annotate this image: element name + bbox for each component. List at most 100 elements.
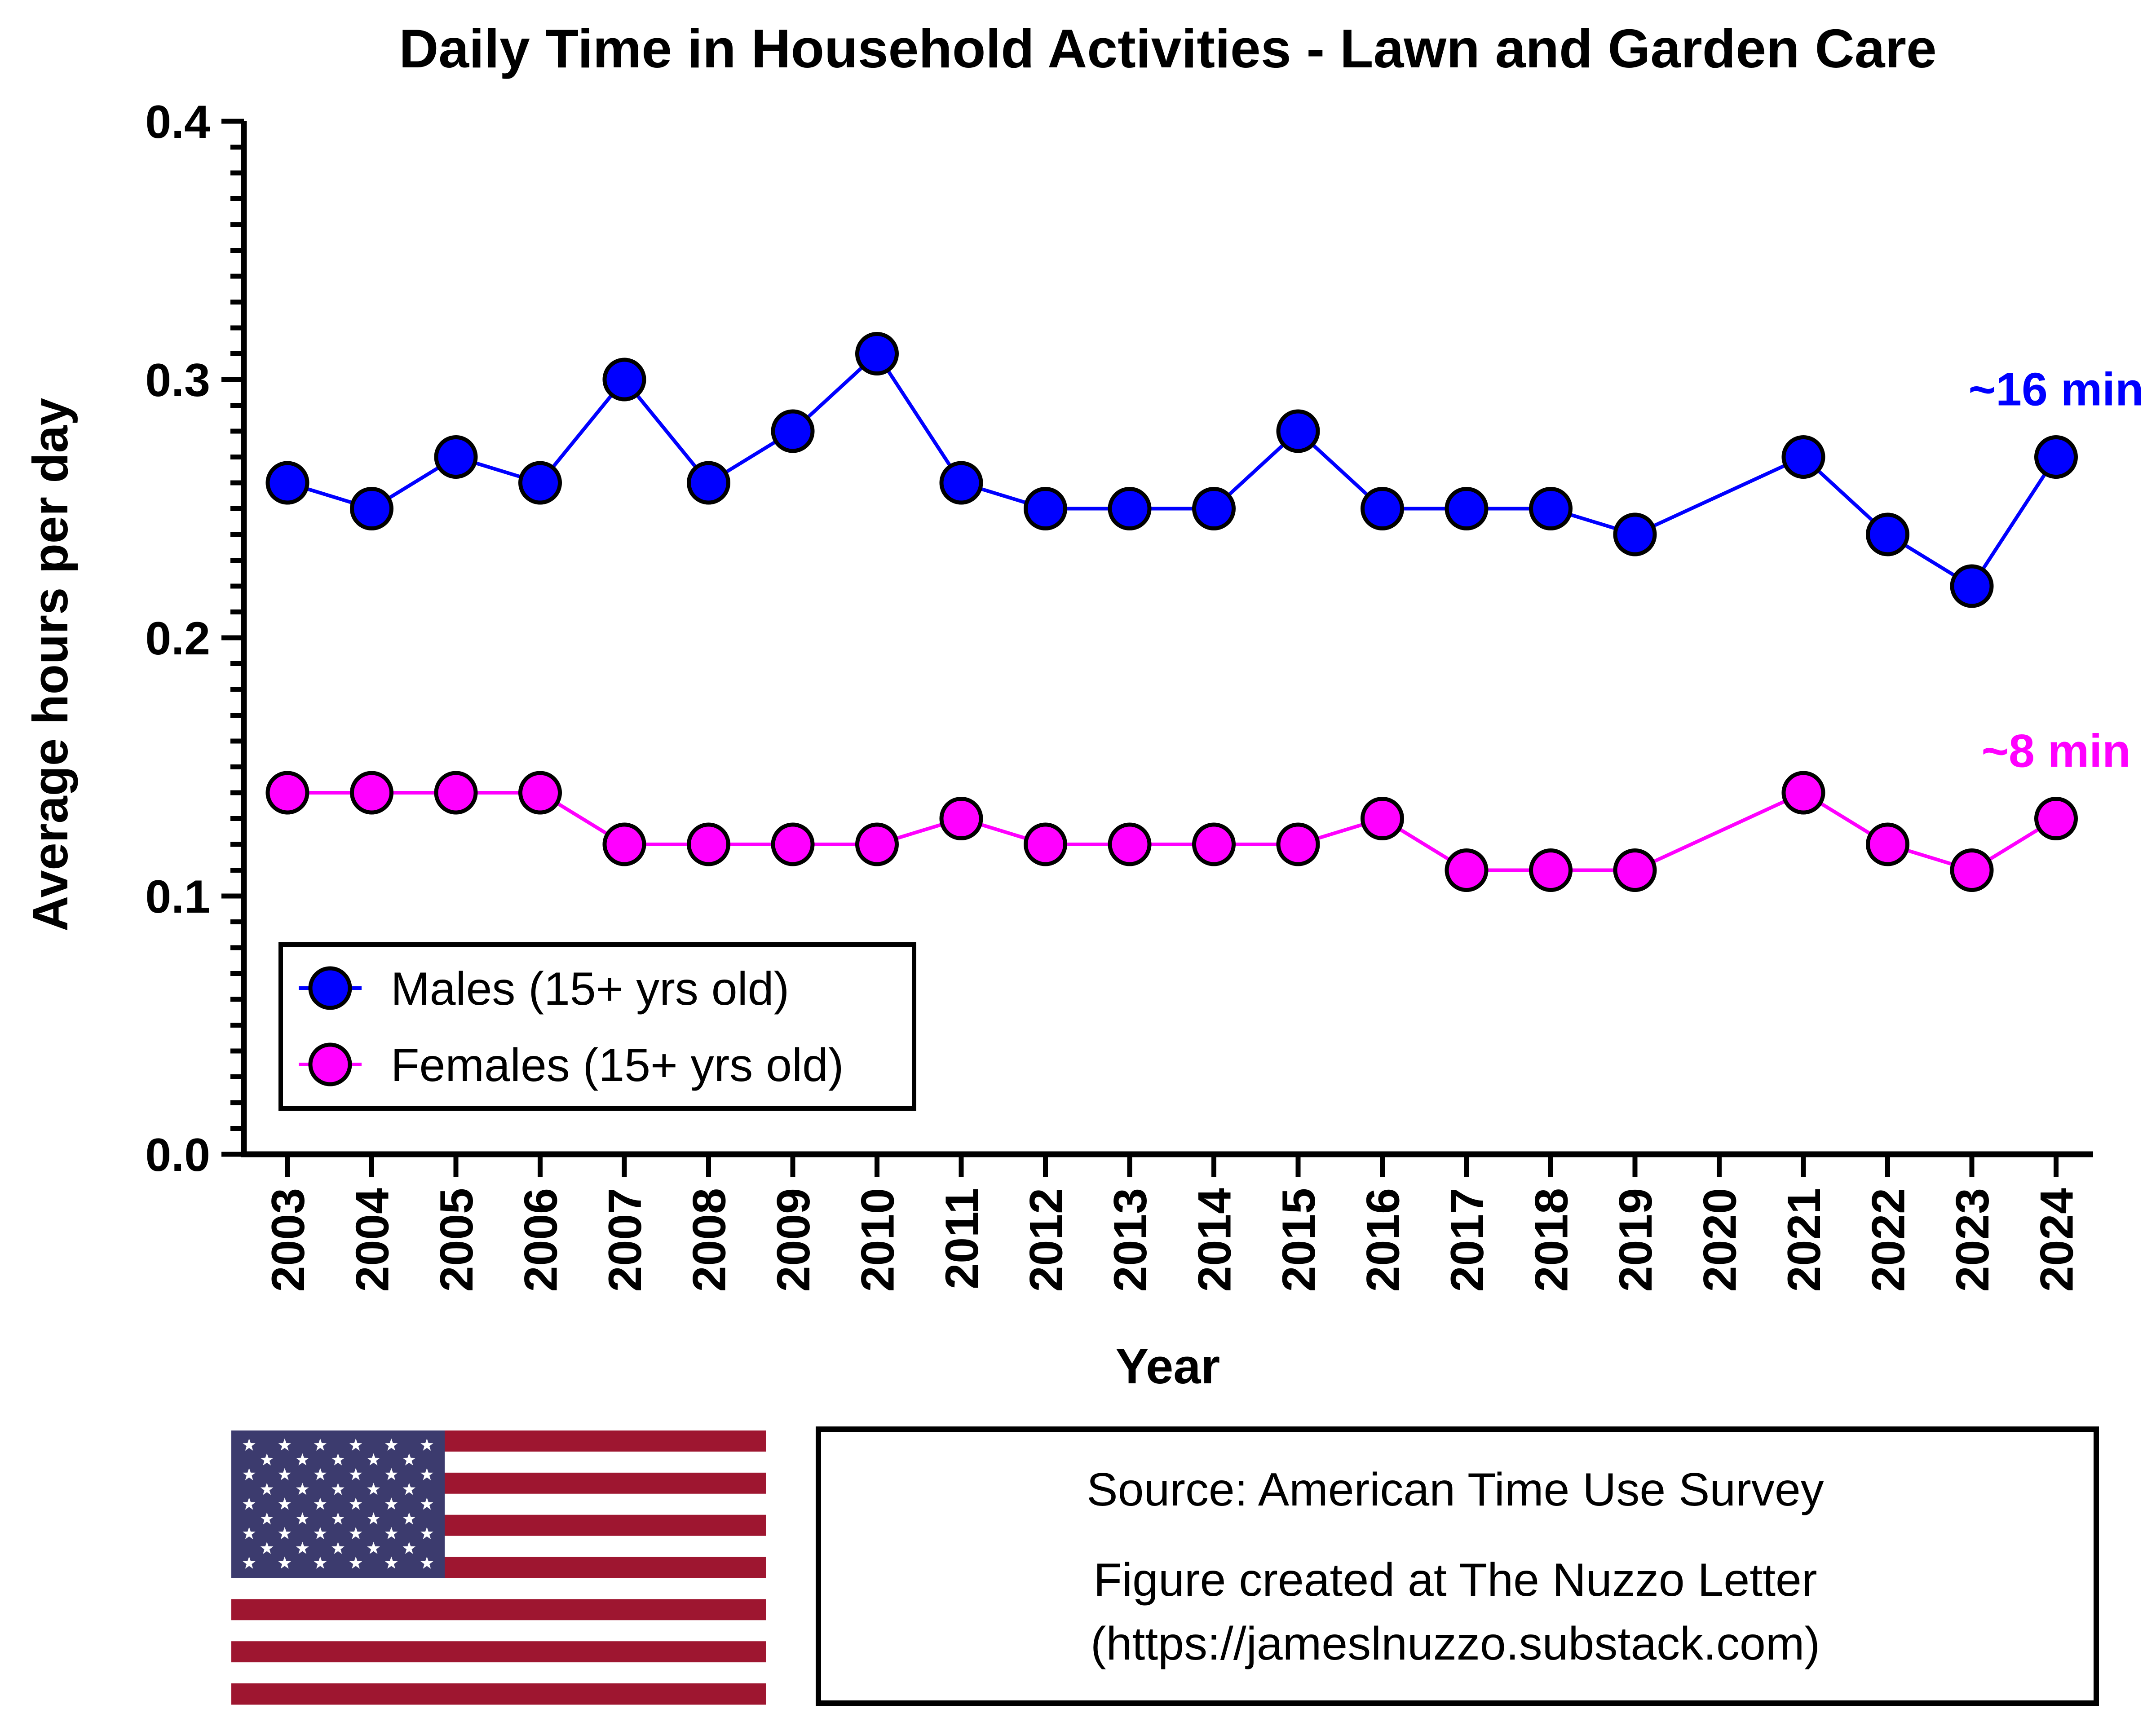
y-tick-label: 0.0 xyxy=(145,1129,210,1181)
flag-star xyxy=(402,1512,416,1525)
x-tick-label: 2013 xyxy=(1105,1188,1157,1292)
data-point xyxy=(1950,848,1994,892)
data-point xyxy=(1108,822,1152,866)
data-point xyxy=(687,461,730,505)
annotation-layer: ~16 min ~8 min xyxy=(1968,364,2143,777)
flag-star xyxy=(260,1512,274,1525)
flag-star xyxy=(278,1438,291,1451)
source-box-frame xyxy=(816,1426,2099,1706)
x-tick-label: 2012 xyxy=(1021,1188,1073,1292)
legend-marker-females xyxy=(308,1042,352,1086)
data-point xyxy=(1866,512,1909,556)
flag-stripe xyxy=(231,1599,766,1620)
x-tick-label: 2020 xyxy=(1694,1188,1746,1292)
data-point xyxy=(1529,848,1573,892)
flag-star xyxy=(349,1556,362,1569)
x-tick-label: 2017 xyxy=(1441,1188,1493,1292)
legend-label-females: Females (15+ yrs old) xyxy=(391,1039,844,1091)
source-line-2: Figure created at The Nuzzo Letter xyxy=(1094,1554,1817,1606)
flag-star xyxy=(296,1483,309,1495)
flag-star xyxy=(402,1483,416,1495)
source-line-3: (https://jameslnuzzo.substack.com) xyxy=(1091,1618,1820,1670)
data-point xyxy=(1361,487,1404,530)
flag-star xyxy=(349,1497,362,1510)
flag-star xyxy=(296,1453,309,1466)
flag-star xyxy=(243,1497,256,1510)
data-point xyxy=(1613,512,1657,556)
data-point xyxy=(265,771,309,815)
data-point xyxy=(1276,822,1320,866)
data-point xyxy=(1024,822,1067,866)
data-point xyxy=(1781,435,1825,479)
y-axis-title: Average hours per day xyxy=(23,398,78,932)
source-box: Source: American Time Use Survey Figure … xyxy=(816,1426,2099,1706)
y-tick-label: 0.4 xyxy=(145,96,210,148)
flag-star xyxy=(331,1541,345,1554)
data-point xyxy=(2034,435,2078,479)
y-tick-label: 0.3 xyxy=(145,354,210,406)
y-tick-label: 0.2 xyxy=(145,613,210,665)
flag-star xyxy=(367,1453,380,1466)
data-point xyxy=(518,771,562,815)
flag-star xyxy=(331,1483,345,1495)
flag-star xyxy=(385,1468,398,1480)
flag-star xyxy=(420,1468,433,1480)
legend: Males (15+ yrs old) Females (15+ yrs old… xyxy=(278,942,916,1111)
data-point xyxy=(1445,848,1489,892)
axes: 0.0 0.1 0.2 0.3 0.4 2003 2004 2005 2006 2007 2008 2… xyxy=(145,96,2093,1292)
flag-star xyxy=(402,1541,416,1554)
flag-star xyxy=(349,1468,362,1480)
flag-star xyxy=(296,1541,309,1554)
data-point xyxy=(265,461,309,505)
flag-stripe xyxy=(231,1620,766,1642)
x-tick-label: 2008 xyxy=(684,1188,736,1292)
flag-star xyxy=(278,1497,291,1510)
us-flag-icon xyxy=(231,1430,766,1705)
data-point xyxy=(1192,487,1236,530)
data-point xyxy=(602,822,646,866)
flag-star xyxy=(420,1556,433,1569)
flag-star xyxy=(367,1512,380,1525)
data-point xyxy=(602,358,646,402)
x-tick-label: 2003 xyxy=(262,1188,314,1292)
flag-star xyxy=(385,1527,398,1540)
x-tick-label: 2016 xyxy=(1357,1188,1409,1292)
flag-star xyxy=(420,1497,433,1510)
chart-title: Daily Time in Household Activities - Law… xyxy=(399,18,1937,79)
flag-star xyxy=(331,1453,345,1466)
data-point xyxy=(1529,487,1573,530)
flag-star xyxy=(314,1497,327,1510)
flag-stripe xyxy=(231,1641,766,1663)
x-tick-label: 2018 xyxy=(1526,1188,1578,1292)
x-tick-label: 2024 xyxy=(2031,1188,2083,1292)
source-line-1: Source: American Time Use Survey xyxy=(1087,1464,1824,1516)
flag-star xyxy=(260,1483,274,1495)
data-point xyxy=(855,822,899,866)
flag-star xyxy=(420,1527,433,1540)
data-point xyxy=(771,409,815,453)
x-tick-label: 2006 xyxy=(515,1188,567,1292)
data-point xyxy=(518,461,562,505)
x-tick-label: 2009 xyxy=(768,1188,820,1292)
data-point xyxy=(434,771,478,815)
flag-star xyxy=(278,1468,291,1480)
flag-star xyxy=(367,1541,380,1554)
flag-star xyxy=(402,1453,416,1466)
data-point xyxy=(1613,848,1657,892)
legend-label-males: Males (15+ yrs old) xyxy=(391,963,789,1015)
y-axis-title-group: Average hours per day xyxy=(23,398,78,932)
flag-star xyxy=(314,1556,327,1569)
x-tick-label: 2007 xyxy=(599,1188,651,1292)
flag-star xyxy=(331,1512,345,1525)
flag-star xyxy=(385,1497,398,1510)
data-point xyxy=(434,435,478,479)
x-tick-label: 2019 xyxy=(1610,1188,1662,1292)
flag-stripe xyxy=(231,1683,766,1705)
data-point xyxy=(1024,487,1067,530)
data-point xyxy=(1950,564,1994,608)
flag-star xyxy=(385,1556,398,1569)
data-point xyxy=(1108,487,1152,530)
legend-box xyxy=(278,942,916,1111)
x-tick-label: 2005 xyxy=(431,1188,483,1292)
